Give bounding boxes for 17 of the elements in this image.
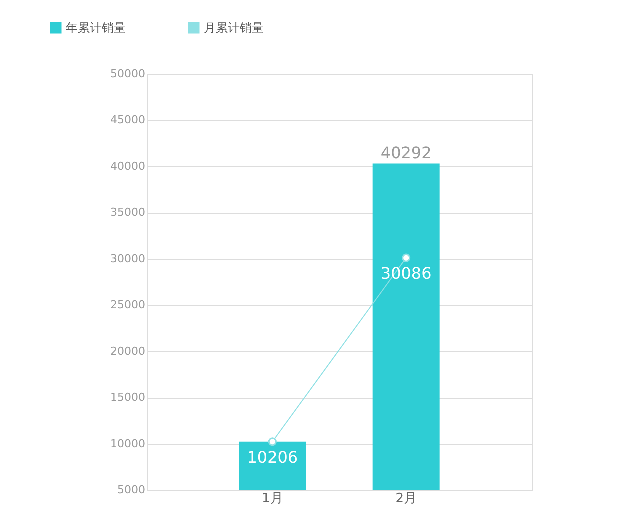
y-tick-label: 10000 xyxy=(110,437,146,450)
y-tick-label: 35000 xyxy=(110,206,146,220)
data-label: 10206 xyxy=(247,448,298,467)
y-tick-label: 5000 xyxy=(118,484,146,496)
y-tick-label: 40000 xyxy=(110,160,146,173)
y-tick-label: 15000 xyxy=(110,391,146,404)
y-tick-label: 20000 xyxy=(110,344,146,358)
y-tick-label: 30000 xyxy=(110,252,146,266)
y-tick-label: 50000 xyxy=(110,68,146,80)
data-label: 40292 xyxy=(380,144,432,163)
legend-label: 年累计销量 xyxy=(66,21,126,35)
y-tick-label: 25000 xyxy=(110,298,146,312)
x-tick-label: 2月 xyxy=(396,492,417,506)
legend-label: 月累计销量 xyxy=(204,21,264,35)
data-label: 30086 xyxy=(380,264,432,284)
y-tick-label: 45000 xyxy=(110,114,146,127)
x-tick-label: 1月 xyxy=(262,492,284,506)
